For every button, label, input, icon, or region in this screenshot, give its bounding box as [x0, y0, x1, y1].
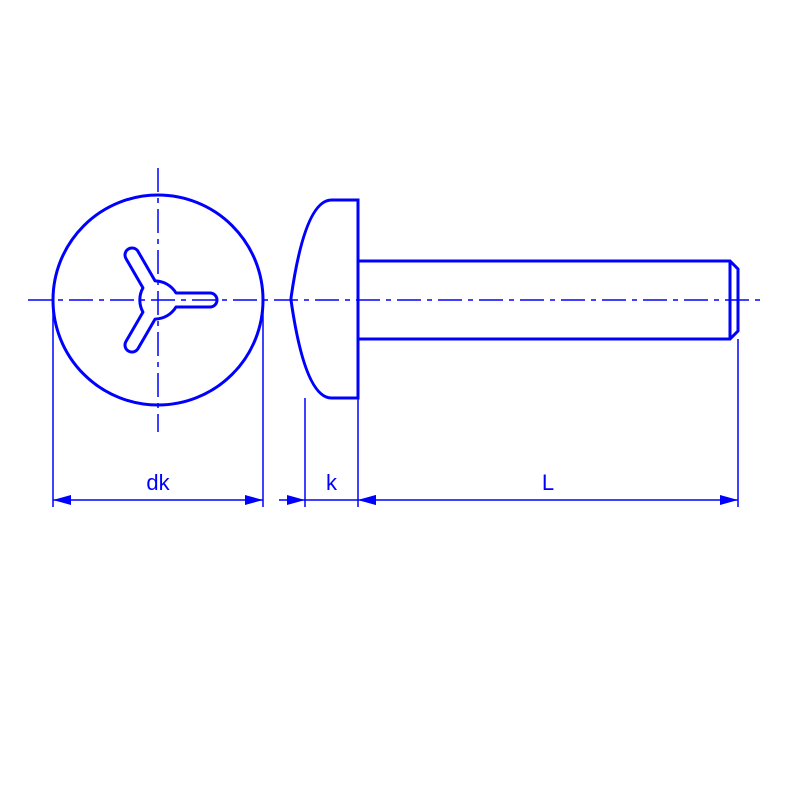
dk-arrow-left [53, 495, 71, 505]
k-arrow-left [287, 495, 305, 505]
screw-side-view [291, 200, 738, 398]
k-label: k [326, 470, 338, 495]
L-arrow-right [720, 495, 738, 505]
technical-drawing: dk k L [0, 0, 800, 800]
head-profile [291, 200, 358, 398]
L-label: L [542, 470, 554, 495]
dk-label: dk [146, 470, 170, 495]
dk-arrow-right [245, 495, 263, 505]
L-arrow-left [358, 495, 376, 505]
